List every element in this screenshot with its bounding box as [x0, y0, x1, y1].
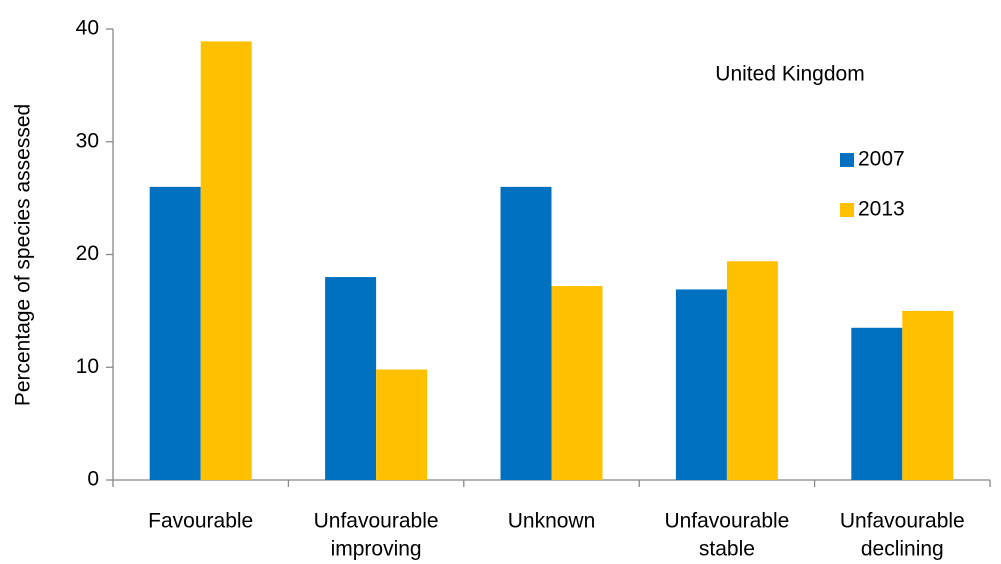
bar — [376, 369, 428, 480]
y-tick-label: 40 — [76, 17, 99, 40]
y-tick-label: 0 — [87, 468, 99, 491]
y-tick-label: 10 — [76, 355, 99, 378]
x-tick-label: Unknown — [508, 510, 596, 533]
x-tick-label: improving — [331, 538, 422, 561]
legend-swatch — [840, 203, 854, 217]
y-axis-label: Percentage of species assessed — [12, 104, 35, 406]
bar — [325, 277, 377, 480]
bar — [551, 286, 603, 480]
legend-label: 2007 — [858, 148, 905, 171]
bar — [902, 310, 954, 480]
bar — [500, 186, 552, 480]
x-tick-label: stable — [699, 538, 755, 561]
x-tick-label: declining — [861, 538, 944, 561]
legend-swatch — [840, 153, 854, 167]
y-tick-label: 30 — [76, 129, 99, 152]
annotation: United Kingdom — [715, 63, 864, 86]
legend-label: 2013 — [858, 198, 905, 221]
y-tick-label: 20 — [76, 242, 99, 265]
bar — [675, 289, 727, 480]
x-tick-label: Unfavourable — [840, 510, 965, 533]
bar — [200, 41, 252, 481]
bar — [726, 261, 778, 480]
x-tick-label: Favourable — [148, 510, 253, 533]
bar — [851, 327, 903, 480]
bar — [149, 186, 201, 480]
x-tick-label: Unfavourable — [664, 510, 789, 533]
x-tick-label: Unfavourable — [314, 510, 439, 533]
